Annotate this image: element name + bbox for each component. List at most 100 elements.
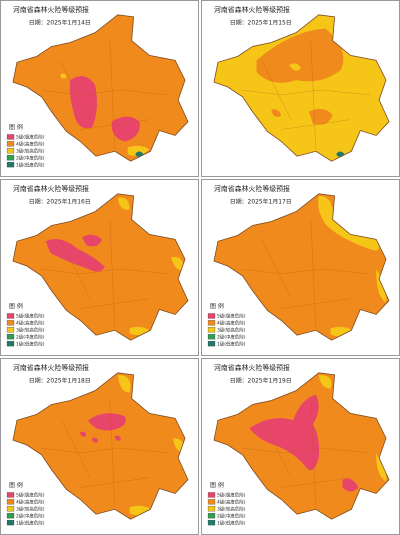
legend-label: 5级(极度危险) [16, 313, 45, 320]
legend-label: 4级(高度危险) [16, 141, 45, 148]
map-title: 河南省森林火险等级预报 [214, 5, 290, 14]
map-title: 河南省森林火险等级预报 [13, 363, 89, 372]
map-date: 日期：2025年1月17日 [230, 197, 292, 205]
legend-swatch [207, 327, 216, 333]
map-date: 日期：2025年1月18日 [29, 376, 91, 384]
province-border [12, 193, 189, 341]
province-border [12, 14, 189, 162]
risk-area [376, 268, 387, 303]
legend-label: 2级(中度危险) [217, 333, 246, 340]
legend-label: 5级(极度危险) [16, 134, 45, 141]
county-lines [241, 40, 371, 150]
risk-area [82, 234, 102, 247]
risk-area [249, 394, 320, 471]
map-title: 河南省森林火险等级预报 [214, 184, 290, 193]
legend-title: 图 例 [9, 123, 23, 131]
risk-area [117, 197, 130, 210]
map-date: 日期：2025年1月14日 [29, 18, 91, 26]
legend-swatch [6, 499, 15, 505]
legend-swatch [207, 492, 216, 498]
legend-swatch [207, 341, 216, 347]
county-lines [241, 219, 371, 329]
legend-label: 3级(较高危险) [217, 505, 246, 512]
map-date: 日期：2025年1月15日 [230, 18, 292, 26]
legend-swatch [207, 334, 216, 340]
risk-area [318, 374, 332, 389]
province-border [213, 372, 390, 520]
legend-label: 3级(较高危险) [16, 505, 45, 512]
legend-swatch [6, 327, 15, 333]
legend-swatch [6, 141, 15, 147]
province-border [12, 372, 189, 520]
legend-swatch [6, 492, 15, 498]
legend-label: 5级(极度危险) [217, 313, 246, 320]
legend-swatch [6, 162, 15, 168]
risk-area [111, 116, 140, 142]
legend-swatch [6, 341, 15, 347]
legend-title: 图 例 [9, 481, 23, 489]
legend-swatch [6, 313, 15, 319]
legend-swatch [207, 506, 216, 512]
risk-area [171, 256, 185, 270]
legend-swatch [207, 320, 216, 326]
legend-swatch [207, 513, 216, 519]
legend-label: 4级(高度危险) [16, 499, 45, 506]
legend-label: 3级(较高危险) [16, 147, 45, 154]
legend-swatch [207, 499, 216, 505]
legend-label: 5级(极度危险) [217, 492, 246, 499]
legend-title: 图 例 [9, 302, 23, 310]
province-border [213, 193, 390, 341]
legend-label: 3级(较高危险) [217, 326, 246, 333]
legend-label: 2级(中度危险) [16, 512, 45, 519]
risk-area [80, 431, 87, 437]
legend-swatch [207, 520, 216, 526]
risk-area [92, 437, 99, 443]
map-date: 日期：2025年1月19日 [230, 376, 292, 384]
risk-area [271, 109, 282, 117]
map-title: 河南省森林火险等级预报 [214, 363, 290, 372]
legend-label: 5级(极度危险) [16, 492, 45, 499]
legend-swatch [6, 513, 15, 519]
map [213, 14, 389, 162]
legend-label: 1级(低度危险) [217, 519, 246, 526]
risk-area [45, 239, 105, 272]
legend-label: 1级(低度危险) [217, 340, 246, 347]
legend-swatch [6, 334, 15, 340]
risk-area [376, 453, 387, 482]
legend-label: 1级(低度危险) [16, 519, 45, 526]
legend-label: 3级(较高危险) [16, 326, 45, 333]
risk-area [342, 478, 359, 492]
legend-swatch [6, 155, 15, 161]
legend-swatch [6, 506, 15, 512]
risk-area [114, 435, 121, 441]
legend-title: 图 例 [210, 302, 224, 310]
legend-swatch [207, 313, 216, 319]
legend-label: 1级(低度危险) [16, 161, 45, 168]
legend-title: 图 例 [210, 481, 224, 489]
county-lines [40, 219, 170, 329]
risk-area [127, 145, 150, 156]
risk-area [69, 76, 97, 129]
legend-label: 1级(低度危险) [16, 340, 45, 347]
legend-label: 2级(中度危险) [16, 154, 45, 161]
county-lines [241, 398, 371, 508]
legend-swatch [6, 520, 15, 526]
county-lines [40, 398, 170, 508]
risk-area [256, 28, 344, 83]
risk-area [88, 413, 126, 431]
map-title: 河南省森林火险等级预报 [13, 184, 89, 193]
legend-label: 4级(高度危险) [217, 499, 246, 506]
legend-label: 4级(高度危险) [217, 320, 246, 327]
legend-swatch [6, 134, 15, 140]
legend-swatch [6, 148, 15, 154]
risk-area [60, 73, 67, 79]
province-border [213, 14, 390, 162]
map-title: 河南省森林火险等级预报 [13, 5, 89, 14]
legend-label: 2级(中度危险) [217, 512, 246, 519]
